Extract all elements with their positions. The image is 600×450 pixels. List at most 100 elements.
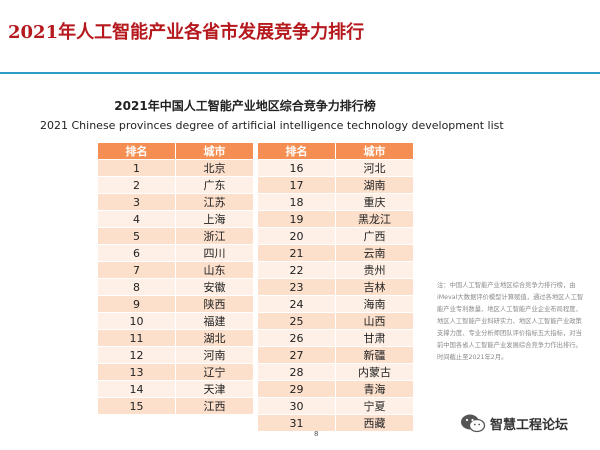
header-rank: 排名 [258,143,336,159]
rank-cell: 29 [258,381,336,397]
city-cell: 山西 [336,313,413,329]
city-cell: 甘肃 [336,330,413,346]
rank-cell: 24 [258,296,336,312]
brand-watermark: 智慧工程论坛 [460,413,568,433]
city-cell: 广东 [176,177,253,193]
table-row: 12 河南 [98,347,253,363]
city-cell: 陕西 [176,296,253,312]
city-cell: 宁夏 [336,398,413,414]
rank-cell: 8 [98,279,176,295]
city-cell: 河南 [176,347,253,363]
methodology-note: 注：中国人工智能产业地区综合竞争力排行榜，由iMeval大数据评价模型计算赋值，… [437,282,584,361]
city-cell: 辽宁 [176,364,253,380]
rank-cell: 21 [258,245,336,261]
city-cell: 广西 [336,228,413,244]
rank-cell: 18 [258,194,336,210]
table-row: 4 上海 [98,211,253,227]
city-cell: 浙江 [176,228,253,244]
rank-cell: 15 [98,398,176,414]
city-cell: 江苏 [176,194,253,210]
table-row: 10 福建 [98,313,253,329]
rank-cell: 12 [98,347,176,363]
city-cell: 青海 [336,381,413,397]
table-row: 19 黑龙江 [258,211,413,227]
rank-cell: 22 [258,262,336,278]
rank-cell: 23 [258,279,336,295]
rank-cell: 16 [258,160,336,176]
rank-cell: 19 [258,211,336,227]
wechat-icon [461,414,486,433]
page-number: 8 [314,430,319,438]
city-cell: 四川 [176,245,253,261]
table-row: 2 广东 [98,177,253,193]
rank-cell: 31 [258,415,336,431]
rank-cell: 4 [98,211,176,227]
city-cell: 吉林 [336,279,413,295]
rank-cell: 5 [98,228,176,244]
table-heading-en: 2021 Chinese provinces degree of artific… [40,119,504,132]
table-row: 6 四川 [98,245,253,261]
table-header-row: 排名 城市 [98,143,253,159]
table-row: 31 西藏 [258,415,413,431]
table-row: 29 青海 [258,381,413,397]
rank-cell: 20 [258,228,336,244]
rank-cell: 27 [258,347,336,363]
table-row: 1 北京 [98,160,253,176]
city-cell: 北京 [176,160,253,176]
table-row: 24 海南 [258,296,413,312]
header-rank: 排名 [98,143,176,159]
table-row: 3 江苏 [98,194,253,210]
table-row: 17 湖南 [258,177,413,193]
table-row: 30 宁夏 [258,398,413,414]
table-row: 27 新疆 [258,347,413,363]
table-heading-cn: 2021年中国人工智能产业地区综合竞争力排行榜 [114,99,376,113]
city-cell: 内蒙古 [336,364,413,380]
city-cell: 江西 [176,398,253,414]
rank-cell: 1 [98,160,176,176]
city-cell: 天津 [176,381,253,397]
rank-cell: 17 [258,177,336,193]
city-cell: 海南 [336,296,413,312]
rank-cell: 13 [98,364,176,380]
table-row: 8 安徽 [98,279,253,295]
rank-cell: 25 [258,313,336,329]
table-row: 22 贵州 [258,262,413,278]
table-row: 9 陕西 [98,296,253,312]
table-row: 7 山东 [98,262,253,278]
page-title: 2021年人工智能产业各省市发展竞争力排行 [8,22,365,43]
city-cell: 福建 [176,313,253,329]
table-row: 11 湖北 [98,330,253,346]
ranking-table-left: 排名 城市 1 北京 2 广东 3 江苏 4 上海 5 浙江 6 四川 7 山东 8 安徽 9 陕西 10 福建 11 湖… [98,142,253,415]
header-city: 城市 [176,143,253,159]
table-row: 28 内蒙古 [258,364,413,380]
city-cell: 云南 [336,245,413,261]
table-row: 13 辽宁 [98,364,253,380]
rank-cell: 10 [98,313,176,329]
rank-cell: 28 [258,364,336,380]
city-cell: 西藏 [336,415,413,431]
table-row: 5 浙江 [98,228,253,244]
header-divider [0,72,600,74]
city-cell: 新疆 [336,347,413,363]
rank-cell: 6 [98,245,176,261]
table-row: 20 广西 [258,228,413,244]
city-cell: 河北 [336,160,413,176]
table-row: 15 江西 [98,398,253,414]
rank-cell: 9 [98,296,176,312]
rank-cell: 30 [258,398,336,414]
rank-cell: 3 [98,194,176,210]
city-cell: 山东 [176,262,253,278]
table-row: 26 甘肃 [258,330,413,346]
city-cell: 黑龙江 [336,211,413,227]
table-row: 18 重庆 [258,194,413,210]
brand-name: 智慧工程论坛 [490,417,569,433]
table-row: 23 吉林 [258,279,413,295]
city-cell: 贵州 [336,262,413,278]
table-row: 25 山西 [258,313,413,329]
ranking-table-right: 排名 城市 16 河北 17 湖南 18 重庆 19 黑龙江 20 广西 21 云南 22 贵州 23 吉林 2… [258,142,413,432]
table-row: 14 天津 [98,381,253,397]
city-cell: 湖北 [176,330,253,346]
header-city: 城市 [336,143,413,159]
table-row: 21 云南 [258,245,413,261]
rank-cell: 7 [98,262,176,278]
